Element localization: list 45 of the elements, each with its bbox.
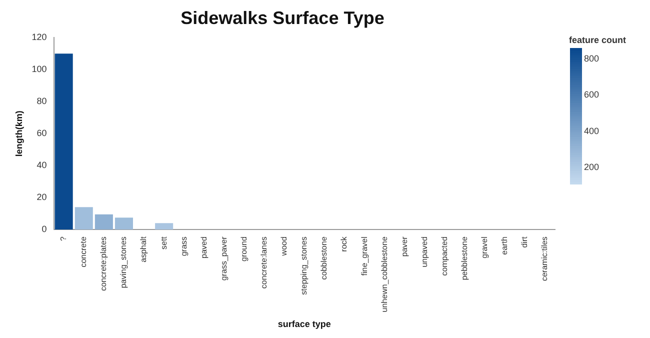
bar [155, 223, 174, 230]
x-tick-label: dirt [520, 236, 530, 248]
x-tick-label: fine_gravel [360, 236, 369, 276]
y-tick-label: 60 [36, 128, 47, 138]
x-tick-label: ? [59, 236, 68, 242]
bar [114, 218, 134, 230]
x-axis-title: surface type [278, 319, 331, 330]
color-bar-title: feature count [569, 35, 626, 45]
y-tick-label: 0 [42, 224, 47, 234]
y-axis-title: length(km) [14, 110, 24, 157]
x-tick-label: asphalt [139, 236, 148, 262]
x-tick-label: sett [159, 236, 168, 250]
x-tick-label: concrete [79, 236, 88, 268]
x-tick-label: stepping_stones [300, 236, 309, 295]
bar [54, 54, 73, 230]
bar [94, 214, 113, 230]
x-tick-label: paver [400, 236, 409, 257]
color-bar-label: 600 [584, 90, 600, 100]
x-tick-label: unhewn_cobblestone [380, 236, 389, 312]
y-tick-label: 120 [32, 32, 47, 42]
x-tick-label: grass_paver [219, 236, 228, 281]
y-tick-label: 20 [36, 192, 47, 202]
color-bar-label: 800 [584, 53, 600, 64]
color-bar-label: 200 [584, 162, 600, 172]
x-tick-label: paving_stones [119, 236, 128, 288]
x-tick-label: ceramic:tiles [540, 236, 550, 282]
y-tick-label: 40 [36, 160, 47, 170]
x-tick-label: ground [239, 236, 248, 262]
x-tick-label: wood [280, 236, 289, 257]
x-tick-label: cobblestone [320, 236, 329, 280]
y-tick-label: 80 [36, 96, 47, 106]
x-tick-label: paved [199, 236, 208, 258]
x-tick-label: concrete:plates [99, 236, 108, 291]
y-tick-label: 100 [32, 64, 47, 74]
x-tick-label: gravel [480, 236, 490, 258]
x-tick-label: concrete:lanes [260, 236, 269, 289]
x-tick-label: grass [179, 236, 188, 256]
x-tick-label: earth [500, 236, 510, 255]
color-bar-label: 400 [584, 126, 600, 136]
x-tick-label: pebblestone [460, 236, 469, 280]
x-tick-label: unpaved [420, 236, 429, 268]
x-tick-label: compacted [440, 236, 449, 276]
bar [74, 207, 93, 230]
chart-title: Sidewalks Surface Type [180, 8, 384, 28]
x-tick-label: rock [340, 236, 349, 252]
